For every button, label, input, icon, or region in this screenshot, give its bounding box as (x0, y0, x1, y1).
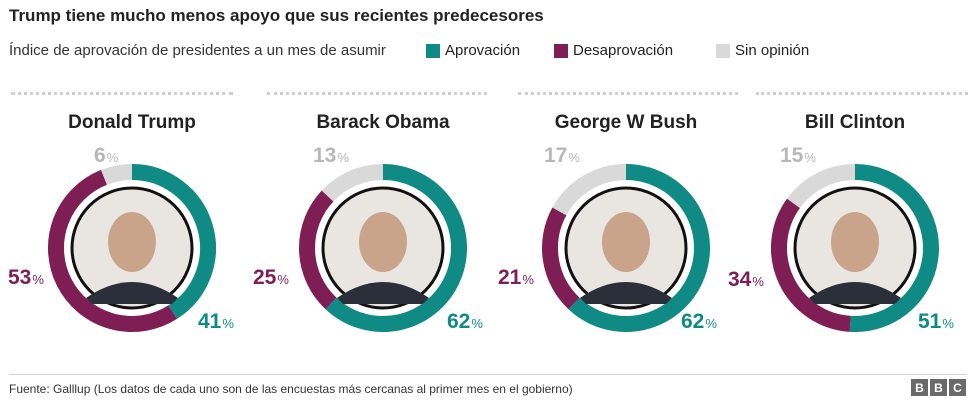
disapprove-label: 21% (498, 266, 534, 290)
portrait-photo (70, 186, 194, 310)
bbc-logo-block: B (930, 379, 947, 396)
percent-unit: % (522, 272, 534, 287)
legend-disapprove: Desaprovación (554, 42, 673, 59)
legend-noopinion-swatch (716, 43, 730, 58)
percent-unit: % (568, 150, 580, 165)
percent-unit: % (804, 150, 816, 165)
noopinion-label: 15% (780, 144, 816, 168)
donut-chart (299, 164, 467, 332)
divider (11, 92, 233, 95)
percent-unit: % (32, 272, 44, 287)
noopinion-arc (787, 164, 856, 209)
legend-noopinion: Sin opinión (716, 42, 809, 59)
noopinion-label: 17% (544, 144, 580, 168)
approve-arc (131, 164, 216, 319)
percent-unit: % (337, 150, 349, 165)
disapprove-label: 34% (728, 268, 764, 292)
noopinion-value: 17 (544, 144, 568, 167)
percent-unit: % (705, 316, 717, 331)
percent-unit: % (277, 272, 289, 287)
donut-chart (771, 164, 939, 332)
legend-approve-label: Aprovación (445, 42, 521, 59)
percent-unit: % (752, 274, 764, 289)
president-name: Bill Clinton (804, 112, 906, 133)
percent-unit: % (471, 316, 483, 331)
disapprove-arc (48, 169, 177, 332)
divider (267, 92, 487, 95)
divider (518, 92, 738, 95)
approve-value: 51 (918, 310, 942, 333)
approve-arc (325, 164, 467, 332)
approve-value: 41 (198, 310, 222, 333)
chart-title: Trump tiene mucho menos apoyo que sus re… (9, 6, 544, 25)
disapprove-arc (542, 207, 580, 310)
percent-unit: % (942, 316, 954, 331)
approve-label: 41% (198, 310, 234, 334)
bbc-logo: B B C (911, 379, 966, 396)
approve-arc (849, 164, 939, 332)
percent-unit: % (106, 150, 119, 165)
legend-approve: Aprovación (426, 42, 520, 59)
approve-value: 62 (681, 310, 705, 333)
approve-value: 62 (447, 310, 471, 333)
portrait-photo (321, 186, 445, 310)
disapprove-value: 34 (728, 268, 752, 291)
disapprove-label: 25% (253, 266, 289, 290)
president-name: George W Bush (554, 112, 698, 133)
chart-subtitle: Índice de aprovación de presidentes a un… (9, 42, 386, 59)
noopinion-arc (321, 164, 384, 202)
footer-divider (9, 374, 967, 375)
approve-label: 62% (447, 310, 483, 334)
president-name: Donald Trump (68, 112, 196, 133)
approve-arc (568, 164, 710, 332)
donut-chart (542, 164, 710, 332)
president-name: Barack Obama (316, 112, 450, 133)
legend-disapprove-label: Desaprovación (573, 42, 674, 59)
disapprove-label: 53% (8, 266, 44, 290)
bbc-logo-block: B (911, 379, 928, 396)
source-note: Fuente: Galllup (Los datos de cada uno s… (9, 382, 573, 396)
disapprove-value: 25 (253, 266, 277, 289)
noopinion-label: 13% (313, 144, 349, 168)
legend-disapprove-swatch (554, 43, 568, 58)
donut-chart (48, 164, 216, 332)
noopinion-arc (552, 164, 627, 216)
noopinion-value: 15 (780, 144, 804, 167)
divider (756, 92, 968, 95)
portrait-photo (564, 186, 688, 310)
noopinion-label: 6% (94, 144, 118, 168)
noopinion-arc (101, 164, 133, 185)
noopinion-value: 6 (94, 144, 106, 167)
disapprove-value: 21 (498, 266, 522, 289)
legend-approve-swatch (426, 43, 440, 58)
noopinion-value: 13 (313, 144, 337, 167)
legend-noopinion-label: Sin opinión (735, 42, 810, 59)
approve-label: 51% (918, 310, 954, 334)
disapprove-arc (299, 190, 337, 310)
disapprove-value: 53 (8, 266, 32, 289)
portrait-photo (793, 186, 917, 310)
percent-unit: % (222, 316, 234, 331)
bbc-logo-block: C (949, 379, 966, 396)
approve-label: 62% (681, 310, 717, 334)
disapprove-arc (771, 198, 851, 332)
